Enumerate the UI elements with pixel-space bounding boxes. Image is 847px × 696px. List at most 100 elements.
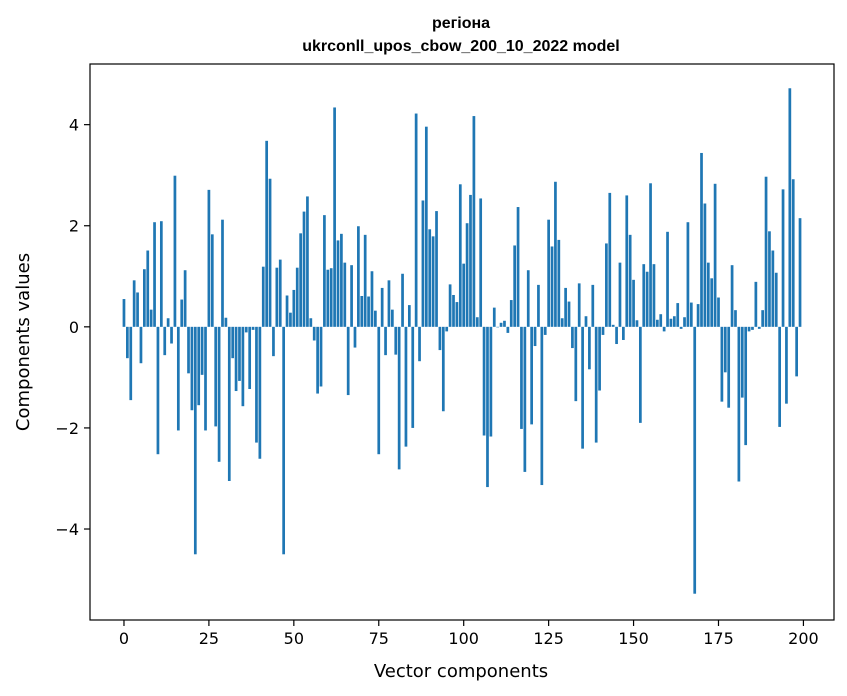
bar xyxy=(679,326,683,329)
bar xyxy=(142,269,146,327)
bar xyxy=(557,239,561,327)
bar xyxy=(652,264,656,327)
bar xyxy=(326,269,330,327)
bar xyxy=(683,317,686,327)
bar xyxy=(350,265,353,327)
bar xyxy=(581,326,584,449)
bar xyxy=(261,266,265,327)
bar xyxy=(278,259,282,327)
bar xyxy=(757,326,761,329)
bar xyxy=(149,309,153,327)
bar xyxy=(153,222,156,327)
bar xyxy=(139,326,143,364)
bar xyxy=(272,326,275,357)
bar xyxy=(744,326,748,446)
bar xyxy=(340,233,343,327)
bar xyxy=(795,326,798,377)
y-axis-label: Components values xyxy=(13,253,34,431)
bar xyxy=(129,326,133,401)
bar xyxy=(438,326,442,351)
bar xyxy=(740,326,744,398)
x-tick-label: 200 xyxy=(788,629,819,648)
bar xyxy=(622,326,625,340)
bar xyxy=(662,326,666,332)
bar xyxy=(761,310,765,327)
bar xyxy=(132,280,136,327)
bar xyxy=(418,326,421,362)
bar xyxy=(642,264,646,327)
bar xyxy=(428,229,432,327)
bar xyxy=(401,273,404,327)
x-tick-label: 50 xyxy=(284,629,304,648)
bar xyxy=(730,265,734,327)
bar xyxy=(387,280,391,327)
bar xyxy=(727,326,731,408)
bar xyxy=(309,318,313,327)
bar xyxy=(258,326,262,459)
bar xyxy=(577,283,581,327)
bar xyxy=(598,326,601,391)
bar xyxy=(713,183,717,327)
x-axis-ticks: 0 25 50 75 100 125 150 175 200 xyxy=(119,620,819,648)
plot-frame xyxy=(89,63,835,621)
bar xyxy=(404,326,408,447)
bar xyxy=(781,189,785,327)
x-tick-label: 150 xyxy=(618,629,649,648)
bar xyxy=(170,326,173,344)
bar xyxy=(791,179,795,327)
bar xyxy=(285,295,289,327)
bar xyxy=(329,268,333,327)
bar xyxy=(615,326,618,345)
bar xyxy=(221,219,224,327)
bar xyxy=(764,176,768,327)
bar xyxy=(547,219,550,327)
bar xyxy=(384,326,387,356)
bar xyxy=(306,196,309,327)
x-tick-label: 100 xyxy=(448,629,479,648)
bar xyxy=(231,326,235,359)
bar xyxy=(166,318,170,327)
bar xyxy=(520,326,523,429)
bar xyxy=(380,287,384,327)
bar xyxy=(747,326,751,332)
x-tick-label: 125 xyxy=(533,629,564,648)
bar xyxy=(234,326,238,392)
bar xyxy=(560,318,564,327)
bar xyxy=(200,326,204,375)
bar xyxy=(411,326,415,428)
bar xyxy=(475,317,479,327)
bar xyxy=(506,326,510,333)
bar xyxy=(571,326,574,349)
bar xyxy=(734,310,737,327)
bar xyxy=(584,316,588,327)
bar xyxy=(414,113,418,327)
bar xyxy=(469,194,472,327)
bar xyxy=(390,309,394,327)
bar xyxy=(292,289,296,327)
bar xyxy=(289,312,292,327)
bar xyxy=(163,326,167,356)
bar xyxy=(207,189,211,327)
bar xyxy=(754,281,758,327)
x-tick-label: 25 xyxy=(199,629,219,648)
x-tick-label: 0 xyxy=(119,629,129,648)
bar xyxy=(554,181,557,327)
bar xyxy=(363,234,367,327)
bar xyxy=(183,270,187,327)
bar xyxy=(492,307,496,327)
bar xyxy=(655,319,659,327)
bar xyxy=(173,175,177,327)
bar xyxy=(723,326,727,373)
bar xyxy=(319,326,323,387)
bar xyxy=(217,326,221,462)
bar xyxy=(645,271,649,327)
bar xyxy=(659,314,663,327)
bar xyxy=(591,284,595,327)
x-tick-label: 175 xyxy=(703,629,734,648)
bar xyxy=(489,326,493,437)
bar xyxy=(302,211,306,327)
bar xyxy=(268,178,272,327)
bar xyxy=(778,326,782,427)
bar xyxy=(632,279,635,327)
bar xyxy=(710,278,714,327)
